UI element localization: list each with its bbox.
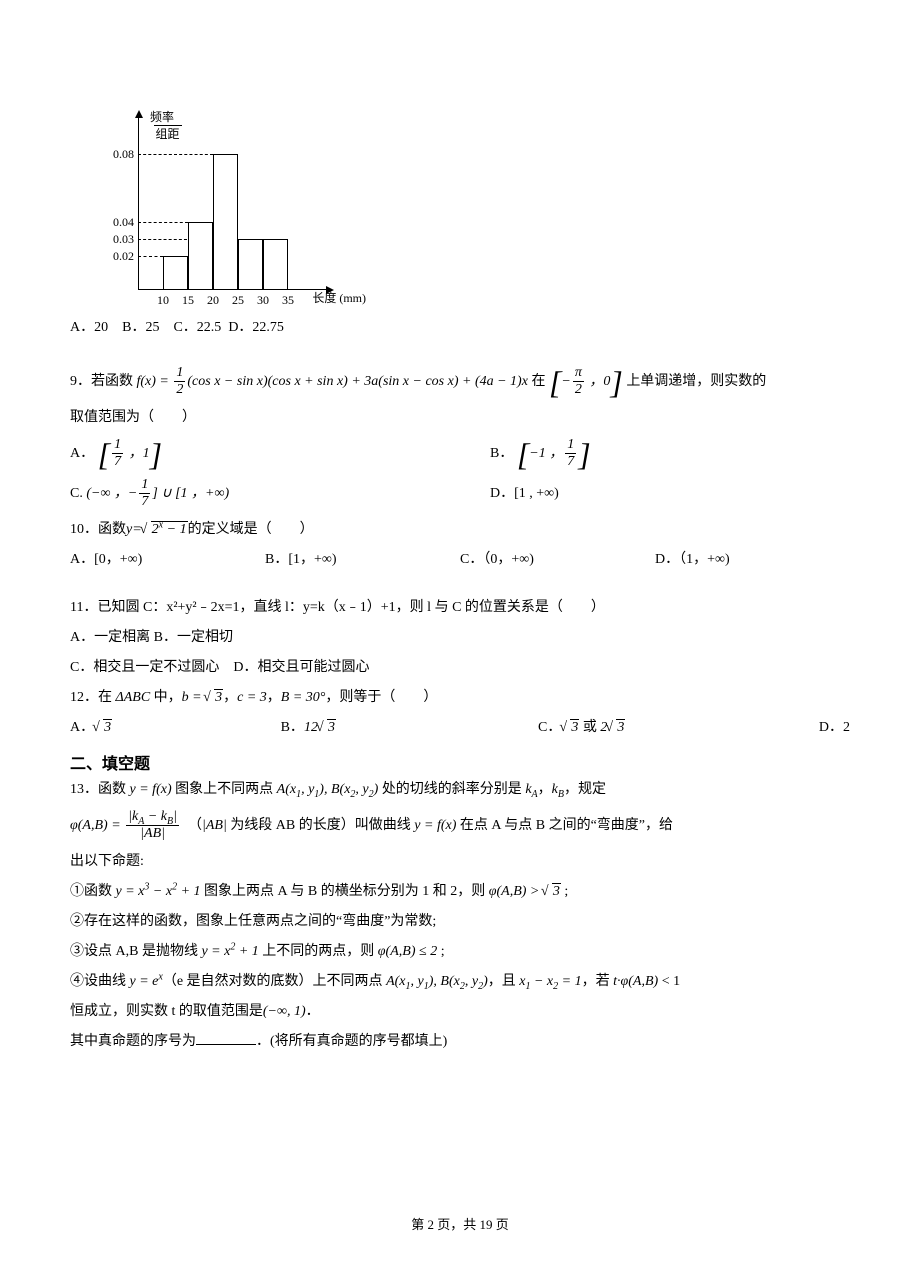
q13-p2: ②存在这样的函数，图象上任意两点之间的“弯曲度”为常数; [70, 908, 850, 936]
hist-xtick: 30 [257, 293, 269, 308]
hist-ytick: 0.02 [104, 249, 134, 264]
answer-blank[interactable] [196, 1030, 256, 1045]
q13-p4: ④设曲线 y = ex（e 是自然对数的底数）上不同两点 A(x1, y1), … [70, 968, 850, 996]
hist-y-title-l1: 频率 [150, 110, 174, 124]
hist-xtick: 25 [232, 293, 244, 308]
hist-gridline [138, 256, 163, 257]
q8-options: A．20 B．25 C．22.5 D．22.75 [70, 314, 850, 342]
q9-prefix: 9．若函数 [70, 374, 137, 389]
q10-options: A．[0，+∞) B．[1，+∞) C．（0，+∞) D．（1，+∞) [70, 546, 850, 574]
q10-pre: 10．函数 [70, 522, 126, 537]
hist-ytick: 0.03 [104, 232, 134, 247]
q9-opt-d: D．[1 , +∞) [430, 474, 850, 514]
hist-ytick: 0.04 [104, 215, 134, 230]
hist-bar [188, 222, 213, 290]
hist-xtick: 10 [157, 293, 169, 308]
q10-tail: 的定义域是（ ） [188, 522, 314, 537]
q13-p3: ③设点 A,B 是抛物线 y = x2 + 1 上不同的两点，则 φ(A,B) … [70, 938, 850, 966]
q9-opts-row2: C. (−∞ ，−17] ∪ [1 ，+∞) D．[1 , +∞) [70, 474, 850, 514]
hist-gridline [138, 154, 213, 155]
q9-stem: 9．若函数 f(x) = 12(cos x − sin x)(cos x + s… [70, 362, 850, 402]
q9-suffix: 上单调递增，则实数的 [626, 374, 766, 389]
q10-opt-a: A．[0，+∞) [70, 546, 265, 574]
q12-opt-d: D．2 [795, 714, 850, 742]
q10-stem: 10．函数y=2x − 1的定义域是（ ） [70, 516, 850, 544]
q13-line1: 13．函数 y = f(x) 图象上不同两点 A(x1, y1), B(x2, … [70, 776, 850, 804]
q9-mid: 在 [531, 374, 549, 389]
q13-line3: 出以下命题: [70, 848, 850, 876]
q11-row2: C．相交且一定不过圆心 D．相交且可能过圆心 [70, 654, 850, 682]
q9-opt-c: C. (−∞ ，−17] ∪ [1 ，+∞) [70, 474, 430, 514]
q10-opt-b: B．[1，+∞) [265, 546, 460, 574]
q11-opt-c: C．相交且一定不过圆心 [70, 660, 219, 675]
q9-opt-b: B． [−1 ，17] [430, 434, 850, 474]
q8-opt-a: A．20 [70, 320, 108, 335]
hist-y-title-l2: 组距 [156, 127, 180, 141]
hist-y-axis [138, 116, 139, 290]
q9-formula: f(x) = 12(cos x − sin x)(cos x + sin x) … [137, 374, 532, 389]
histogram-figure: 频率 组距 0.080.040.030.02101520253035 长度 (m… [70, 110, 310, 310]
q12-opt-c: C．3 或 23 [538, 714, 795, 742]
q13-p5: 恒成立，则实数 t 的取值范围是(−∞, 1)． [70, 998, 850, 1026]
q9-opt-a: A． [17 ，1] [70, 434, 430, 474]
hist-xtick: 15 [182, 293, 194, 308]
q11-row1: A．一定相离 B．一定相切 [70, 624, 850, 652]
q8-opt-d: D．22.75 [228, 320, 284, 335]
q13-line2: φ(A,B) = |kA − kB||AB| （|AB| 为线段 AB 的长度）… [70, 806, 850, 846]
page-footer: 第 2 页，共 19 页 [0, 1214, 920, 1233]
hist-bar [213, 154, 238, 290]
page: 频率 组距 0.08 0.04 0.03 0.02 10 15 20 25 30 35 长度 (m… [0, 0, 920, 1273]
q11-opt-d: D．相交且可能过圆心 [233, 660, 369, 675]
section-2-title: 二、填空题 [70, 750, 850, 774]
q10-opt-d: D．（1，+∞) [655, 546, 850, 574]
q8-opt-c: C．22.5 [173, 320, 221, 335]
q9-line2: 取值范围为（ ） [70, 404, 850, 432]
hist-bar [163, 256, 188, 290]
q9-opts-row1: A． [17 ，1] B． [−1 ，17] [70, 434, 850, 474]
q12-options: A．3 B．123 C．3 或 23 D．2 [70, 714, 850, 742]
q11-stem: 11．已知圆 C：x²+y²﹣2x=1，直线 l：y=k（x﹣1）+1，则 l … [70, 594, 850, 622]
hist-bar [263, 239, 288, 290]
q12-stem: 12．在 ΔABC 中，b = 3，c = 3，B = 30°，则等于（ ） [70, 684, 850, 712]
hist-xtick: 35 [282, 293, 294, 308]
q10-formula: y=2x − 1 [126, 522, 188, 537]
q9-interval: [−π2 ，0] [549, 374, 626, 389]
hist-x-axis-label: 长度 (mm) [312, 289, 366, 306]
q8-opt-b: B．25 [122, 320, 159, 335]
q10-opt-c: C．（0，+∞) [460, 546, 655, 574]
hist-gridline [138, 222, 188, 223]
q12-opt-b: B．123 [281, 714, 538, 742]
hist-y-axis-title: 频率 组距 [150, 110, 185, 141]
q13-p1: ①函数 y = x3 − x2 + 1 图象上两点 A 与 B 的横坐标分别为 … [70, 878, 850, 906]
q12-opt-a: A．3 [70, 714, 281, 742]
q11-opt-a: A．一定相离 [70, 630, 150, 645]
q13-last: 其中真命题的序号为．(将所有真命题的序号都填上) [70, 1028, 850, 1056]
hist-bar [238, 239, 263, 290]
hist-xtick: 20 [207, 293, 219, 308]
hist-ytick: 0.08 [104, 147, 134, 162]
q11-opt-b: B．一定相切 [154, 630, 233, 645]
